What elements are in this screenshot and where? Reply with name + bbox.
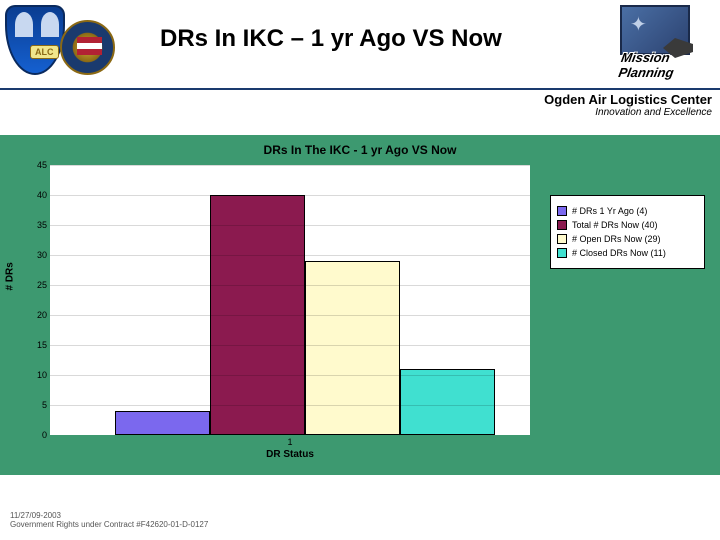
alc-badge: ALC xyxy=(30,45,59,59)
chart-area: DRs In The IKC - 1 yr Ago VS Now # DRs 0… xyxy=(0,135,720,475)
y-tick: 25 xyxy=(32,280,47,290)
legend-item: Total # DRs Now (40) xyxy=(557,220,698,230)
gridline xyxy=(50,225,530,226)
y-tick: 5 xyxy=(32,400,47,410)
mission-planning-text: Mission Planning xyxy=(617,50,712,80)
chart-title: DRs In The IKC - 1 yr Ago VS Now xyxy=(0,135,720,165)
legend: # DRs 1 Yr Ago (4) Total # DRs Now (40) # … xyxy=(550,195,705,269)
legend-label: # Closed DRs Now (11) xyxy=(572,248,666,258)
y-tick: 15 xyxy=(32,340,47,350)
gridline xyxy=(50,285,530,286)
legend-item: # Open DRs Now (29) xyxy=(557,234,698,244)
logo-left-group: ALC xyxy=(5,5,125,80)
gridline xyxy=(50,405,530,406)
footer-rights: Government Rights under Contract #F42620… xyxy=(10,520,208,530)
gridline xyxy=(50,195,530,196)
y-axis-label: # DRs xyxy=(5,262,16,290)
page-title: DRs In IKC – 1 yr Ago VS Now xyxy=(160,25,502,53)
y-tick: 20 xyxy=(32,310,47,320)
y-tick: 40 xyxy=(32,190,47,200)
logo-right-group: Mission Planning xyxy=(620,5,710,80)
legend-label: # DRs 1 Yr Ago (4) xyxy=(572,206,647,216)
x-axis-label: DR Status xyxy=(50,449,530,460)
header: ALC DRs In IKC – 1 yr Ago VS Now Mission… xyxy=(0,0,720,90)
gridline xyxy=(50,345,530,346)
legend-item: # DRs 1 Yr Ago (4) xyxy=(557,206,698,216)
y-tick: 10 xyxy=(32,370,47,380)
legend-swatch xyxy=(557,206,567,216)
y-tick: 45 xyxy=(32,160,47,170)
gridline xyxy=(50,165,530,166)
gridline xyxy=(50,315,530,316)
legend-swatch xyxy=(557,220,567,230)
tagline: Innovation and Excellence xyxy=(0,107,712,118)
bar xyxy=(115,411,210,435)
y-tick: 35 xyxy=(32,220,47,230)
shield-icon xyxy=(5,5,65,75)
legend-swatch xyxy=(557,234,567,244)
mission-planning-icon xyxy=(620,5,690,55)
bar xyxy=(400,369,495,435)
legend-swatch xyxy=(557,248,567,258)
plot-container xyxy=(50,165,530,435)
footer-date: 11/27/09-2003 xyxy=(10,511,208,521)
footer: 11/27/09-2003 Government Rights under Co… xyxy=(10,511,208,530)
legend-item: # Closed DRs Now (11) xyxy=(557,248,698,258)
center-name: Ogden Air Logistics Center xyxy=(0,92,712,107)
bar xyxy=(305,261,400,435)
y-tick: 0 xyxy=(32,430,47,440)
subheader: Ogden Air Logistics Center Innovation an… xyxy=(0,90,720,118)
legend-label: Total # DRs Now (40) xyxy=(572,220,658,230)
y-tick: 30 xyxy=(32,250,47,260)
legend-label: # Open DRs Now (29) xyxy=(572,234,661,244)
gridline xyxy=(50,255,530,256)
seal-icon xyxy=(60,20,115,75)
gridline xyxy=(50,375,530,376)
x-tick: 1 xyxy=(50,437,530,447)
